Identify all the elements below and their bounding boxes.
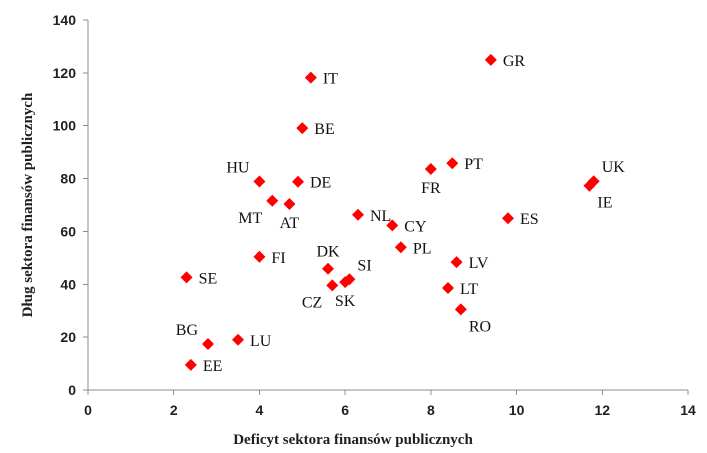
data-point-es <box>502 212 514 225</box>
point-labels: GR IT BE HU DE MT AT PT FR UK IE NL CY ES PL FI DK SI SK CZ… <box>176 53 626 375</box>
data-point-fr <box>424 163 437 176</box>
data-point-gr <box>484 53 497 66</box>
data-point-pl <box>394 241 407 254</box>
data-point-pt <box>446 157 459 170</box>
x-tick-label: 12 <box>594 402 610 418</box>
x-tick-label: 10 <box>509 402 525 418</box>
data-point-dk <box>322 262 334 275</box>
point-label-lu: LU <box>250 333 272 350</box>
point-label-hu: HU <box>226 159 250 176</box>
y-tick-label: 40 <box>60 276 76 292</box>
point-label-ee: EE <box>203 358 223 375</box>
point-label-it: IT <box>323 71 338 88</box>
point-label-dk: DK <box>316 244 340 261</box>
data-point-lu <box>232 333 244 346</box>
point-label-ie: IE <box>597 195 612 212</box>
point-label-si: SI <box>357 257 371 274</box>
data-point-lv <box>450 256 463 269</box>
point-label-cy: CY <box>404 218 427 235</box>
point-label-lv: LV <box>469 255 489 272</box>
point-label-nl: NL <box>370 208 391 225</box>
y-tick-label: 100 <box>53 118 77 134</box>
point-label-cz: CZ <box>302 294 322 311</box>
point-label-bg: BG <box>176 322 199 339</box>
data-point-ie <box>583 179 596 192</box>
data-point-it <box>304 71 317 84</box>
point-label-mt: MT <box>238 210 262 227</box>
y-tick-label: 140 <box>53 12 77 28</box>
data-point-be <box>296 122 309 135</box>
point-label-at: AT <box>280 215 300 232</box>
data-point-ro <box>454 303 467 316</box>
point-label-lt: LT <box>460 281 478 298</box>
y-tick-label: 80 <box>60 171 76 187</box>
point-label-fr: FR <box>421 180 441 197</box>
point-label-se: SE <box>199 270 218 287</box>
data-point-cz <box>326 279 339 292</box>
point-label-pt: PT <box>464 156 483 173</box>
point-label-de: DE <box>310 175 331 192</box>
point-label-es: ES <box>520 211 539 228</box>
point-label-fi: FI <box>271 250 285 267</box>
y-tick-label: 120 <box>53 65 77 81</box>
y-tick-label: 20 <box>60 329 76 345</box>
data-point-cy <box>386 219 399 232</box>
point-label-gr: GR <box>503 53 526 70</box>
y-tick-label: 60 <box>60 223 76 239</box>
point-label-ro: RO <box>469 318 491 335</box>
x-tick-label: 14 <box>680 402 696 418</box>
data-point-lt <box>442 281 454 294</box>
data-point-fi <box>253 250 266 263</box>
point-label-pl: PL <box>413 240 432 257</box>
y-tick-label: 0 <box>68 382 76 398</box>
data-point-se <box>180 271 193 284</box>
data-point-mt <box>266 194 279 207</box>
point-label-uk: UK <box>602 159 626 176</box>
point-label-sk: SK <box>335 293 356 310</box>
data-point-bg <box>202 338 214 351</box>
data-point-nl <box>352 208 364 221</box>
data-point-hu <box>253 175 266 188</box>
point-label-be: BE <box>314 121 334 138</box>
x-tick-label: 8 <box>427 402 435 418</box>
y-axis-title: Dług sektora finansów publicznych <box>20 92 36 317</box>
x-tick-label: 2 <box>170 402 178 418</box>
data-point-sk <box>339 276 352 289</box>
data-points <box>180 53 600 371</box>
data-point-de <box>292 175 304 188</box>
data-point-at <box>283 197 296 210</box>
x-axis-title: Deficyt sektora finansów publicznych <box>233 432 473 448</box>
x-tick-label: 6 <box>341 402 349 418</box>
x-tick-label: 4 <box>256 402 264 418</box>
axes <box>83 19 689 395</box>
x-tick-label: 0 <box>84 402 92 418</box>
data-point-ee <box>184 358 197 371</box>
